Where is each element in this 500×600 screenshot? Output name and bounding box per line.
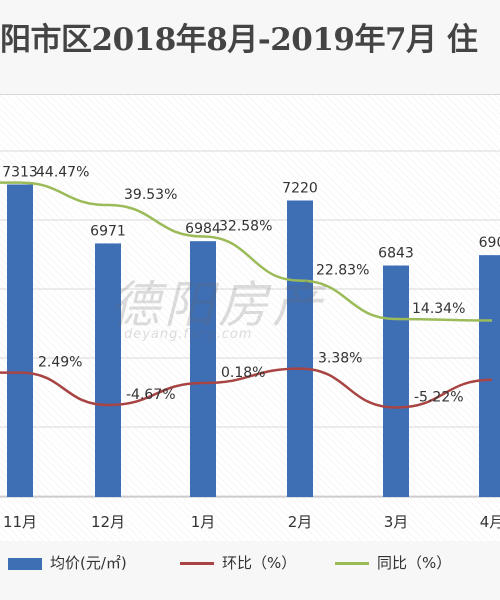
x-tick-3月: 3月 — [384, 513, 409, 531]
plot-area: 7313 6971 6984 7220 6843 690 2.49% -4.67% 0.18% 3… — [0, 94, 500, 541]
x-tick-labels: 11月 12月 1月 2月 3月 4月 — [3, 513, 500, 531]
chart-title: 阳市区2018年8月-2019年7月 住 — [0, 22, 478, 58]
mom-line — [0, 367, 493, 409]
bar-12月 — [95, 243, 121, 497]
data-labels: 7313 6971 6984 7220 6843 690 2.49% -4.67% 0.18% 3… — [2, 164, 500, 405]
x-tick-4月: 4月 — [480, 513, 500, 531]
bar-label-11月: 7313 — [2, 164, 38, 180]
legend-label-mom: 环比（%） — [222, 554, 297, 572]
legend-item-yoy: 同比（%） — [335, 552, 451, 573]
mom-label-12月: -4.67% — [126, 387, 176, 403]
bar-3月 — [383, 265, 409, 497]
bar-11月 — [7, 184, 33, 497]
legend-label-yoy: 同比（%） — [377, 554, 452, 572]
yoy-line — [0, 181, 493, 322]
x-tick-1月: 1月 — [191, 513, 216, 531]
legend-swatch-mom — [180, 562, 214, 565]
x-tick-12月: 12月 — [91, 513, 125, 531]
legend-label-price: 均价(元/㎡) — [50, 554, 127, 572]
bar-label-2月: 7220 — [282, 181, 318, 197]
yoy-label-1月: 32.58% — [219, 218, 272, 234]
yoy-label-12月: 39.53% — [124, 187, 177, 203]
legend-swatch-yoy — [335, 562, 369, 565]
bar-2月 — [287, 200, 313, 497]
legend: 均价(元/㎡) 环比（%） 同比（%） — [0, 548, 500, 578]
x-tick-11月: 11月 — [3, 513, 37, 531]
bar-series — [7, 184, 500, 497]
mom-label-2月: 3.38% — [318, 351, 362, 367]
bar-4月 — [479, 255, 500, 497]
chart-svg: 7313 6971 6984 7220 6843 690 2.49% -4.67% 0.18% 3… — [0, 150, 500, 531]
yoy-label-11月: 44.47% — [36, 165, 89, 181]
x-tick-2月: 2月 — [288, 513, 313, 531]
bar-label-1月: 6984 — [185, 221, 221, 237]
mom-label-1月: 0.18% — [221, 365, 265, 381]
mom-label-11月: 2.49% — [38, 355, 82, 371]
legend-item-price: 均价(元/㎡) — [8, 552, 127, 573]
mom-label-3月: -5.22% — [414, 389, 464, 405]
gridlines — [0, 150, 500, 498]
bar-1月 — [190, 241, 216, 497]
legend-swatch-bar — [8, 557, 42, 570]
legend-item-mom: 环比（%） — [180, 552, 296, 573]
bar-label-3月: 6843 — [378, 245, 414, 261]
yoy-label-2月: 22.83% — [316, 263, 369, 279]
yoy-label-3月: 14.34% — [412, 301, 465, 317]
mom-series — [0, 367, 493, 409]
bar-label-12月: 6971 — [90, 223, 126, 239]
bar-label-4月: 690 — [479, 235, 500, 251]
yoy-series — [0, 181, 493, 322]
